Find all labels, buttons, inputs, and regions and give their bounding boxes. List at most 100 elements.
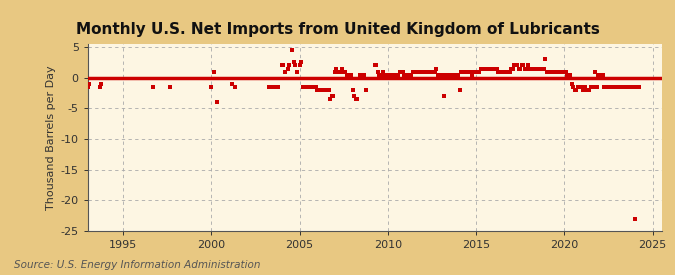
Point xyxy=(448,72,458,77)
Point xyxy=(394,69,405,74)
Point xyxy=(300,85,310,89)
Point xyxy=(352,97,362,101)
Point xyxy=(472,69,483,74)
Point xyxy=(397,69,408,74)
Point xyxy=(569,88,580,92)
Point xyxy=(465,69,476,74)
Point xyxy=(321,88,331,92)
Point xyxy=(535,66,546,71)
Point xyxy=(519,66,530,71)
Point xyxy=(597,72,608,77)
Point xyxy=(449,72,460,77)
Text: Monthly U.S. Net Imports from United Kingdom of Lubricants: Monthly U.S. Net Imports from United Kin… xyxy=(76,22,599,37)
Point xyxy=(444,72,455,77)
Point xyxy=(522,63,533,68)
Point xyxy=(565,72,576,77)
Point xyxy=(594,72,605,77)
Point xyxy=(491,66,502,71)
Point xyxy=(282,66,293,71)
Point xyxy=(583,88,593,92)
Point xyxy=(515,66,526,71)
Point xyxy=(340,69,350,74)
Point xyxy=(267,85,277,89)
Point xyxy=(346,72,356,77)
Point xyxy=(95,85,105,89)
Point xyxy=(310,85,321,89)
Point xyxy=(528,66,539,71)
Point xyxy=(620,85,630,89)
Point xyxy=(434,72,445,77)
Point xyxy=(433,72,443,77)
Point xyxy=(512,63,522,68)
Point xyxy=(493,69,504,74)
Point xyxy=(410,69,421,74)
Point xyxy=(96,82,107,86)
Point xyxy=(608,85,618,89)
Point xyxy=(287,48,298,52)
Point xyxy=(315,88,325,92)
Point xyxy=(399,72,410,77)
Point xyxy=(443,72,454,77)
Point xyxy=(516,63,527,68)
Point xyxy=(531,66,542,71)
Point xyxy=(546,69,557,74)
Point xyxy=(518,63,529,68)
Point xyxy=(581,88,592,92)
Point xyxy=(508,66,518,71)
Point xyxy=(500,69,511,74)
Point xyxy=(450,72,461,77)
Point xyxy=(564,72,574,77)
Point xyxy=(403,72,414,77)
Point xyxy=(510,63,521,68)
Point xyxy=(562,72,573,77)
Point xyxy=(441,72,452,77)
Point xyxy=(632,85,643,89)
Point xyxy=(422,69,433,74)
Point xyxy=(550,69,561,74)
Point xyxy=(393,72,404,77)
Point xyxy=(212,100,223,104)
Point xyxy=(618,85,628,89)
Point xyxy=(428,69,439,74)
Point xyxy=(537,66,547,71)
Point xyxy=(587,85,597,89)
Point xyxy=(392,72,402,77)
Point xyxy=(406,72,416,77)
Point xyxy=(409,69,420,74)
Point xyxy=(580,85,591,89)
Point xyxy=(544,69,555,74)
Point xyxy=(525,66,536,71)
Point xyxy=(634,85,645,89)
Point xyxy=(427,69,437,74)
Point xyxy=(400,72,411,77)
Point xyxy=(551,69,562,74)
Point xyxy=(459,69,470,74)
Point xyxy=(278,63,289,68)
Point xyxy=(606,85,617,89)
Point xyxy=(626,85,637,89)
Point xyxy=(490,66,501,71)
Point xyxy=(615,85,626,89)
Point xyxy=(605,85,616,89)
Point xyxy=(408,69,418,74)
Point xyxy=(375,72,386,77)
Point xyxy=(575,85,586,89)
Point xyxy=(502,69,512,74)
Point xyxy=(357,72,368,77)
Point xyxy=(460,69,471,74)
Point xyxy=(470,69,481,74)
Point xyxy=(574,85,585,89)
Point xyxy=(279,69,290,74)
Point xyxy=(84,82,95,86)
Point xyxy=(378,69,389,74)
Point xyxy=(383,72,394,77)
Point xyxy=(291,69,302,74)
Point xyxy=(509,63,520,68)
Point xyxy=(269,85,280,89)
Point xyxy=(589,85,599,89)
Point xyxy=(377,72,387,77)
Point xyxy=(372,69,383,74)
Point xyxy=(612,85,623,89)
Point xyxy=(585,85,596,89)
Point xyxy=(284,63,295,68)
